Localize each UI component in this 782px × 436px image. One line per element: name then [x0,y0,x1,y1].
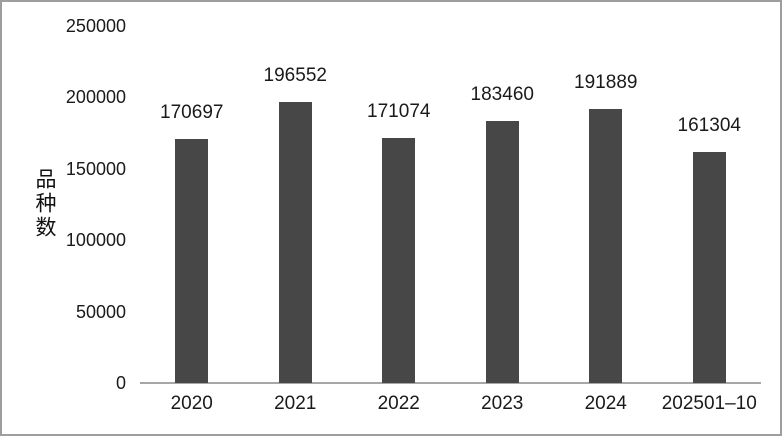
y-tick-label: 150000 [65,158,126,179]
y-tick-label: 100000 [65,230,126,250]
y-tick-label: 50000 [75,301,126,322]
x-tick-label: 2024 [584,393,627,414]
x-tick-label: 202501–10 [661,393,757,414]
bar [278,101,312,383]
x-axis-line [140,382,761,384]
bar-value-label: 171074 [367,101,431,123]
bar [382,138,416,383]
y-tick-label: 250000 [65,15,126,36]
x-tick-label: 2020 [170,393,213,414]
x-tick-label: 2021 [274,393,317,414]
bar-value-label: 191889 [574,71,638,93]
y-tick-label: 0 [115,373,126,393]
bar-value-label: 183460 [470,83,534,105]
y-tick-label: 200000 [65,87,126,107]
y-axis-title: 品种数 [33,168,57,240]
bar [175,138,209,383]
bar-value-label: 170697 [160,101,224,123]
bar [589,108,623,383]
x-tick-label: 2023 [481,393,524,414]
bar-value-label: 161304 [677,115,741,137]
bar [485,120,519,383]
bar [692,152,726,383]
bar-value-label: 196552 [263,64,327,86]
x-tick-label: 2022 [377,393,420,414]
